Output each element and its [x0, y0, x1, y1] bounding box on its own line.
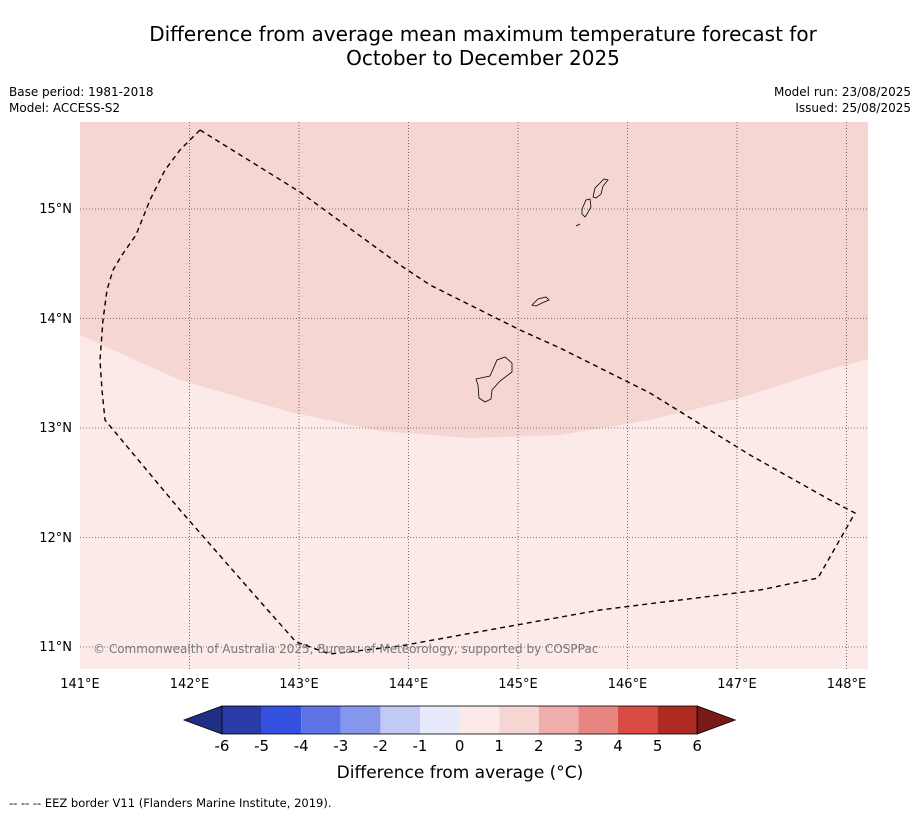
colorbar-tick-label: -1	[413, 737, 428, 755]
saipan-island	[592, 178, 609, 199]
tinian-island	[581, 198, 592, 218]
colorbar-swatch	[340, 706, 381, 734]
model-run-text: Model run: 23/08/2025	[773, 85, 911, 99]
lon-tick: 147°E	[717, 677, 757, 692]
copyright-text: © Commonwealth of Australia 2025, Bureau…	[93, 642, 598, 656]
colorbar-tick-label: -4	[294, 737, 309, 755]
colorbar-tick-label: -3	[333, 737, 348, 755]
guam-island	[475, 356, 513, 403]
colorbar-swatch	[499, 706, 539, 734]
colorbar-tick-label: 2	[534, 737, 544, 755]
colorbar-swatch	[420, 706, 460, 734]
base-period-text: Base period: 1981-2018	[9, 85, 154, 99]
aguijan-island	[575, 223, 581, 227]
colorbar-tick-label: -5	[254, 737, 269, 755]
rota-island	[531, 296, 550, 307]
gridlines	[80, 122, 868, 669]
map-zone-high-anomaly	[80, 122, 868, 438]
colorbar-swatch	[261, 706, 302, 734]
colorbar-outline	[221, 705, 698, 735]
colorbar-over-arrow	[696, 705, 737, 735]
colorbar-tick-label: 5	[653, 737, 663, 755]
model-text: Model: ACCESS-S2	[9, 101, 121, 115]
colorbar-tick-label: -6	[215, 737, 230, 755]
colorbar-swatch	[657, 706, 698, 734]
colorbar-tick-label: 4	[613, 737, 623, 755]
meta-left: Base period: 1981-2018 Model: ACCESS-S2	[9, 84, 154, 116]
colorbar-tick-label: 3	[574, 737, 584, 755]
lon-tick: 144°E	[389, 677, 429, 692]
colorbar-swatch	[301, 706, 341, 734]
lon-tick: 143°E	[279, 677, 319, 692]
lat-tick: 15°N	[39, 202, 72, 217]
colorbar-swatch	[222, 706, 262, 734]
lon-tick: 142°E	[170, 677, 210, 692]
colorbar-swatch	[459, 706, 500, 734]
lon-tick: 148°E	[827, 677, 867, 692]
chart-title: Difference from average mean maximum tem…	[0, 22, 919, 70]
lat-tick: 12°N	[39, 531, 72, 546]
colorbar-tick-label: -2	[373, 737, 388, 755]
lat-tick: 11°N	[39, 640, 72, 655]
colorbar-tick-label: 0	[455, 737, 465, 755]
eez-footnote: -- -- -- EEZ border V11 (Flanders Marine…	[9, 796, 332, 810]
colorbar-swatch	[618, 706, 658, 734]
lon-tick: 145°E	[498, 677, 538, 692]
colorbar-swatch	[538, 706, 579, 734]
title-line-1: Difference from average mean maximum tem…	[149, 22, 817, 46]
lon-axis: 141°E 142°E 143°E 144°E 145°E 146°E 147°…	[60, 677, 866, 692]
colorbar-swatch	[380, 706, 420, 734]
colorbar-under-arrow	[182, 705, 223, 735]
islands	[475, 178, 609, 403]
colorbar: -6 -5 -4 -3 -2 -1 0 1 2 3 4 5 6	[182, 705, 737, 755]
lat-tick: 13°N	[39, 421, 72, 436]
lat-tick: 14°N	[39, 312, 72, 327]
issued-text: Issued: 25/08/2025	[795, 101, 911, 115]
colorbar-tick-label: 1	[494, 737, 504, 755]
eez-border	[99, 129, 856, 655]
lon-tick: 146°E	[608, 677, 648, 692]
colorbar-label: Difference from average (°C)	[336, 763, 584, 783]
lon-tick: 141°E	[60, 677, 100, 692]
colorbar-tick-label: 6	[692, 737, 702, 755]
colorbar-swatch	[578, 706, 618, 734]
title-line-2: October to December 2025	[346, 46, 620, 70]
meta-right: Model run: 23/08/2025 Issued: 25/08/2025	[774, 84, 911, 116]
lat-axis: 15°N 14°N 13°N 12°N 11°N	[39, 202, 72, 655]
